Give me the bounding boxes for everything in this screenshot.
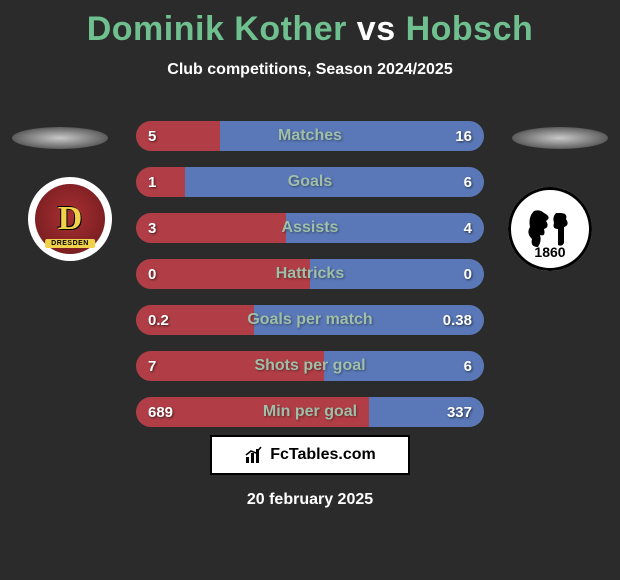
stat-value-right: 4 (464, 213, 472, 243)
stat-value-left: 3 (148, 213, 156, 243)
stat-label: Assists (136, 213, 484, 243)
stat-value-right: 0 (464, 259, 472, 289)
title-player-right: Hobsch (406, 10, 534, 48)
stat-value-left: 5 (148, 121, 156, 151)
chart-icon (244, 445, 264, 465)
stat-value-left: 7 (148, 351, 156, 381)
stat-value-left: 0 (148, 259, 156, 289)
title-vs: vs (347, 10, 406, 48)
stat-row: 1 6Goals (136, 167, 484, 197)
stat-value-left: 1 (148, 167, 156, 197)
dresden-banner: DRESDEN (45, 239, 95, 248)
munich-crest: 1860 (508, 187, 592, 271)
stat-label: Hattricks (136, 259, 484, 289)
munich-year: 1860 (534, 244, 565, 260)
stat-value-left: 0.2 (148, 305, 169, 335)
team-badge-right: 1860 (508, 187, 592, 271)
team-badge-left: D DRESDEN (28, 177, 112, 261)
stat-label: Matches (136, 121, 484, 151)
stat-value-right: 337 (447, 397, 472, 427)
stat-row: 689 337Min per goal (136, 397, 484, 427)
stat-value-right: 6 (464, 167, 472, 197)
stat-label: Min per goal (136, 397, 484, 427)
title-player-left: Dominik Kother (87, 10, 347, 48)
shadow-left (12, 127, 108, 149)
stat-label: Shots per goal (136, 351, 484, 381)
stat-row: 7 6Shots per goal (136, 351, 484, 381)
shadow-right (512, 127, 608, 149)
stat-row: 5 16Matches (136, 121, 484, 151)
stat-row: 0.2 0.38Goals per match (136, 305, 484, 335)
dresden-letter: D (58, 200, 83, 238)
footer-brand-text: FcTables.com (270, 446, 376, 464)
comparison-chart: D DRESDEN 1860 516Matches16Goals34Assist… (0, 105, 620, 425)
stat-value-right: 16 (455, 121, 472, 151)
stat-value-left: 689 (148, 397, 173, 427)
stat-label: Goals (136, 167, 484, 197)
stat-label: Goals per match (136, 305, 484, 335)
stat-value-right: 0.38 (443, 305, 472, 335)
stat-bars-container: 516Matches16Goals34Assists00Hattricks0.2… (136, 121, 484, 443)
stat-value-right: 6 (464, 351, 472, 381)
stat-row: 3 4Assists (136, 213, 484, 243)
dresden-crest: D DRESDEN (35, 184, 105, 254)
date-label: 20 february 2025 (0, 491, 620, 509)
page-title: Dominik Kother vs Hobsch (0, 0, 620, 49)
stat-row: 0 0Hattricks (136, 259, 484, 289)
subtitle: Club competitions, Season 2024/2025 (0, 61, 620, 79)
